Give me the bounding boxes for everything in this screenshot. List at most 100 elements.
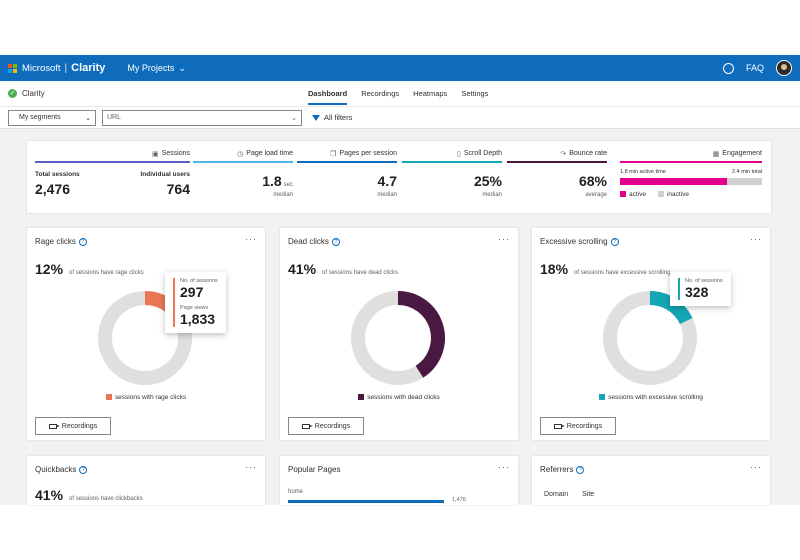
rage-clicks-legend: sessions with rage clicks bbox=[27, 394, 265, 401]
all-filters-button[interactable]: All filters bbox=[312, 113, 352, 122]
rage-clicks-desc: of sessions have rage clicks bbox=[69, 270, 144, 276]
quickbacks-title: Quickbacks bbox=[35, 465, 77, 474]
popular-page-label[interactable]: home bbox=[288, 489, 304, 495]
referrers-site-header: Site bbox=[582, 491, 595, 498]
projects-dropdown[interactable]: My Projects ⌄ bbox=[127, 63, 186, 74]
page-load-stat: ◷ Page load time 1.8 sec median bbox=[193, 149, 293, 207]
rage-clicks-card: Rage clicks ? ··· 12% of sessions have r… bbox=[27, 228, 265, 440]
pages-icon: ❐ bbox=[330, 150, 337, 158]
more-options-icon[interactable]: ··· bbox=[245, 462, 257, 472]
pages-per-session-value: 4.7 bbox=[377, 173, 397, 189]
app-name[interactable]: Clarity bbox=[71, 62, 106, 74]
pages-per-session-title: Pages per session bbox=[339, 150, 397, 157]
avatar[interactable] bbox=[776, 60, 792, 76]
dead-recordings-button[interactable]: Recordings bbox=[288, 417, 364, 435]
dead-clicks-desc: of sessions have dead clicks bbox=[322, 270, 399, 276]
url-placeholder: URL bbox=[107, 114, 122, 121]
tab-recordings[interactable]: Recordings bbox=[361, 89, 400, 98]
help-icon[interactable]: ? bbox=[331, 237, 340, 246]
popular-page-value: 1,476 bbox=[452, 497, 466, 503]
total-sessions-value: 2,476 bbox=[35, 181, 71, 197]
clock-icon: ◷ bbox=[237, 150, 244, 158]
top-bar: Microsoft | Clarity My Projects ⌄ FAQ bbox=[0, 55, 800, 81]
check-icon: ✓ bbox=[8, 89, 17, 98]
more-options-icon[interactable]: ··· bbox=[498, 234, 510, 244]
top-right-actions: FAQ bbox=[722, 60, 792, 76]
filter-row: My segments ⌄ URL ⌄ All filters bbox=[0, 107, 800, 129]
quickbacks-desc: of sessions have clickbacks bbox=[69, 496, 143, 502]
engagement-bar bbox=[620, 178, 762, 185]
main-tabs: Dashboard Recordings Heatmaps Settings bbox=[308, 81, 488, 107]
bounce-icon: ↷ bbox=[560, 150, 567, 158]
total-sessions-label: Total sessions bbox=[35, 171, 80, 178]
excessive-scrolling-tooltip: No. of sessions 328 bbox=[670, 272, 731, 306]
scroll-depth-value: 25% bbox=[473, 173, 502, 189]
faq-link[interactable]: FAQ bbox=[745, 63, 764, 73]
engagement-title: Engagement bbox=[722, 150, 762, 157]
help-icon[interactable]: ? bbox=[576, 465, 585, 474]
page-load-value: 1.8 bbox=[262, 173, 282, 189]
excessive-scrolling-card: Excessive scrolling ? ··· 18% of session… bbox=[532, 228, 770, 440]
all-filters-label: All filters bbox=[324, 113, 353, 122]
segments-dropdown[interactable]: My segments ⌄ bbox=[8, 109, 96, 126]
dead-clicks-donut bbox=[351, 291, 445, 385]
camera-icon bbox=[301, 423, 313, 429]
engagement-bar-fill bbox=[620, 178, 727, 185]
camera-icon bbox=[553, 423, 565, 429]
tooltip-sessions-value: 328 bbox=[685, 284, 709, 300]
engagement-icon: ▦ bbox=[712, 150, 720, 158]
tab-settings[interactable]: Settings bbox=[461, 89, 489, 98]
individual-users-value: 764 bbox=[166, 181, 190, 197]
excessive-scrolling-desc: of sessions have excessive scrolling bbox=[574, 270, 671, 276]
project-name: Clarity bbox=[22, 89, 45, 98]
microsoft-logo-icon bbox=[8, 63, 17, 73]
scroll-depth-sub: median bbox=[482, 192, 502, 198]
legend-inactive: inactive bbox=[657, 191, 689, 198]
dead-clicks-percent: 41% bbox=[288, 261, 317, 277]
referrers-card: Referrers ? ··· Domain Site bbox=[532, 456, 770, 505]
pages-per-session-sub: median bbox=[377, 192, 397, 198]
referrers-domain-header: Domain bbox=[544, 491, 569, 498]
camera-icon bbox=[48, 423, 60, 429]
referrers-title: Referrers bbox=[540, 465, 574, 474]
page-load-title: Page load time bbox=[246, 150, 293, 157]
chevron-down-icon: ⌄ bbox=[85, 114, 91, 122]
sessions-stat: ▣ Sessions Total sessions Individual use… bbox=[35, 149, 190, 207]
help-icon[interactable]: ? bbox=[79, 465, 88, 474]
dead-clicks-card: Dead clicks ? ··· 41% of sessions have d… bbox=[280, 228, 518, 440]
more-options-icon[interactable]: ··· bbox=[498, 462, 510, 472]
tooltip-sessions-value: 297 bbox=[180, 284, 204, 300]
mouse-icon: ▯ bbox=[457, 150, 461, 158]
scroll-recordings-button[interactable]: Recordings bbox=[540, 417, 616, 435]
url-input[interactable]: URL ⌄ bbox=[102, 109, 302, 126]
brand-divider: | bbox=[64, 62, 68, 74]
tooltip-sessions-label: No. of sessions bbox=[685, 278, 723, 284]
bounce-rate-value: 68% bbox=[578, 173, 607, 189]
legend-active: active bbox=[620, 191, 646, 198]
help-icon[interactable]: ? bbox=[78, 237, 87, 246]
total-time-label: 2.4 min total bbox=[732, 169, 762, 175]
dead-clicks-arc bbox=[397, 291, 445, 378]
rage-recordings-button[interactable]: Recordings bbox=[35, 417, 111, 435]
segments-label: My segments bbox=[19, 114, 61, 121]
dead-clicks-legend: sessions with dead clicks bbox=[280, 394, 518, 401]
popular-pages-card: Popular Pages ··· home 1,476 bbox=[280, 456, 518, 505]
more-options-icon[interactable]: ··· bbox=[750, 462, 762, 472]
tab-heatmaps[interactable]: Heatmaps bbox=[413, 89, 448, 98]
tooltip-pageviews-label: Page views bbox=[180, 305, 209, 311]
tab-dashboard[interactable]: Dashboard bbox=[308, 81, 348, 107]
help-icon[interactable]: ? bbox=[610, 237, 619, 246]
excessive-scrolling-title: Excessive scrolling bbox=[540, 237, 608, 246]
summary-stats-card: ▣ Sessions Total sessions Individual use… bbox=[27, 141, 771, 213]
more-options-icon[interactable]: ··· bbox=[750, 234, 762, 244]
sessions-title: Sessions bbox=[161, 150, 190, 157]
more-options-icon[interactable]: ··· bbox=[245, 234, 257, 244]
engagement-stat: ▦ Engagement 1.8 min active time 2.4 min… bbox=[620, 149, 762, 207]
project-indicator[interactable]: ✓ Clarity bbox=[8, 89, 45, 98]
filter-icon bbox=[312, 114, 320, 121]
feedback-smiley-icon[interactable] bbox=[722, 62, 734, 74]
rage-clicks-percent: 12% bbox=[35, 261, 64, 277]
excessive-scrolling-legend: sessions with excessive scrolling bbox=[532, 394, 770, 401]
bounce-rate-title: Bounce rate bbox=[569, 150, 607, 157]
bounce-rate-stat: ↷ Bounce rate 68% average bbox=[507, 149, 607, 207]
